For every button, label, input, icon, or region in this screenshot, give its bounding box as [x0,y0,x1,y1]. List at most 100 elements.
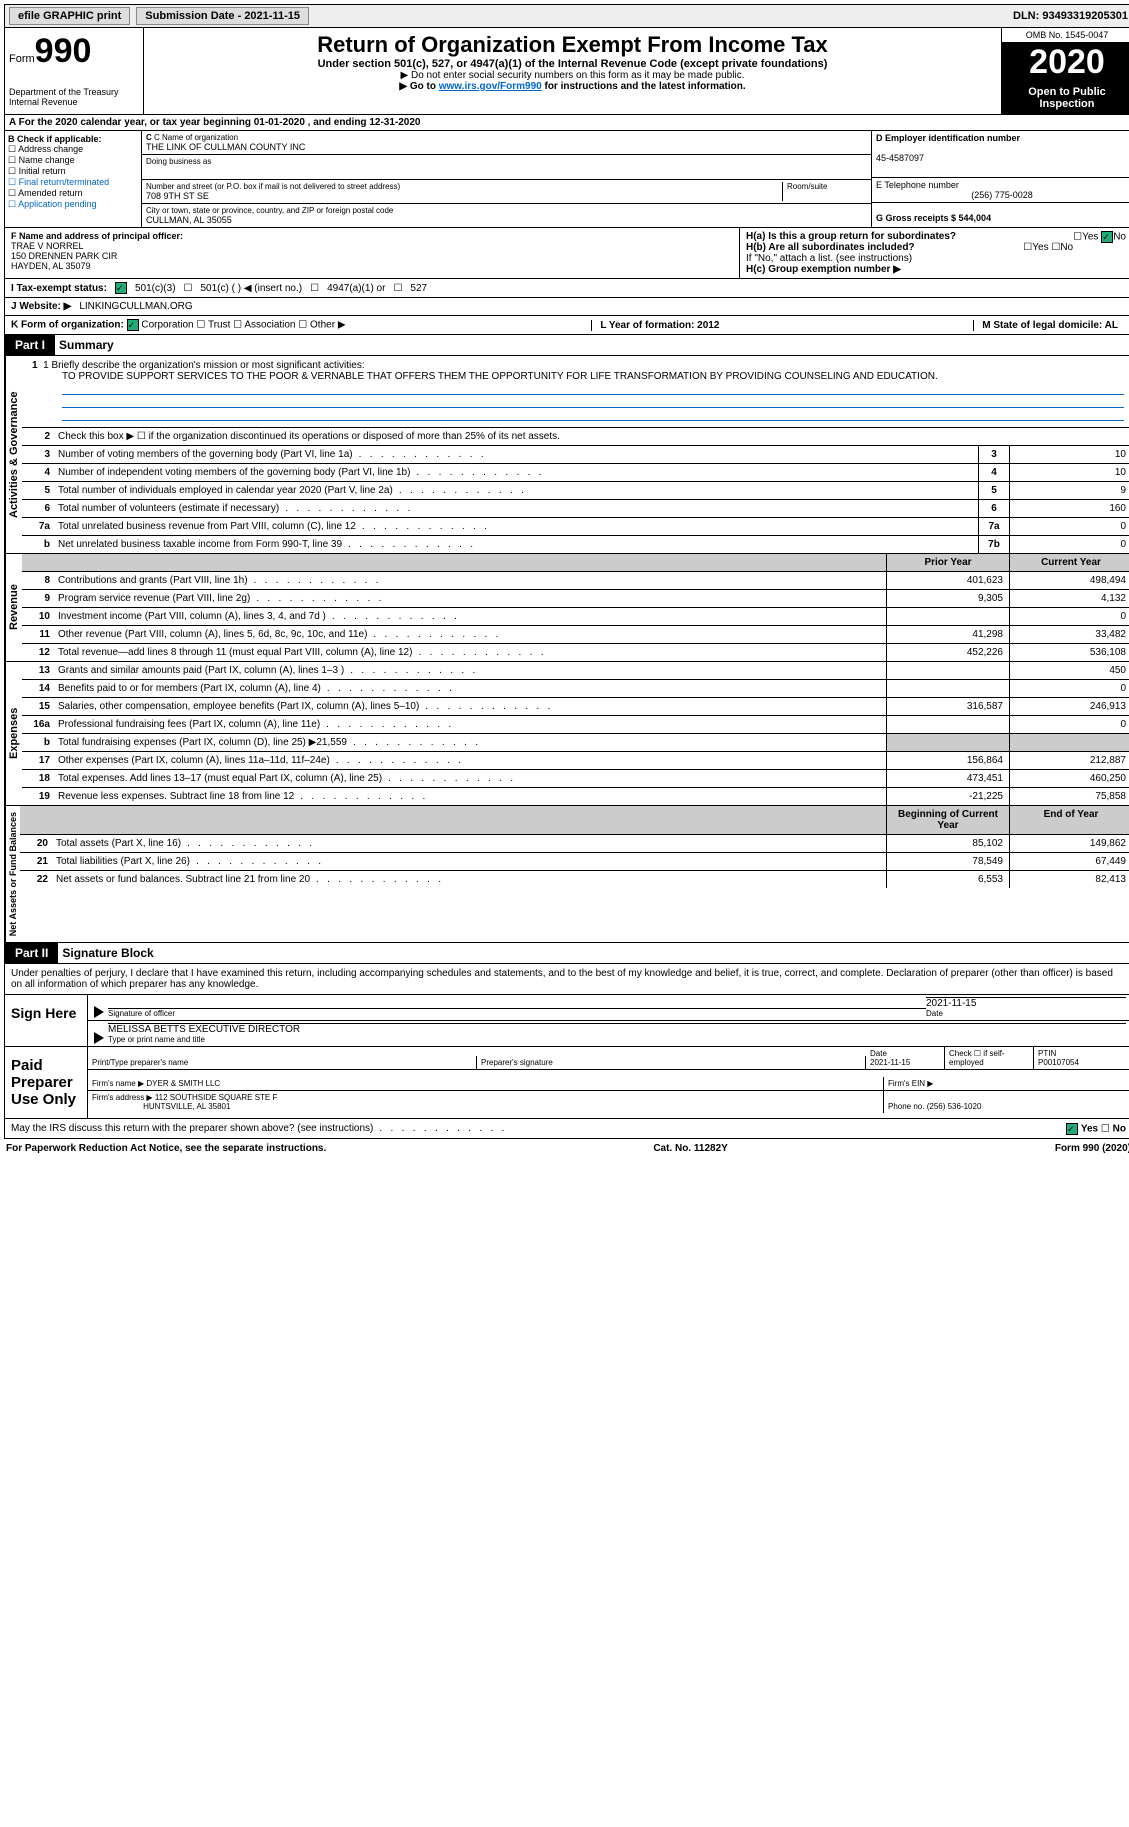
table-row: 20Total assets (Part X, line 16)85,10214… [20,835,1129,853]
section-c-wrap: C C Name of organization THE LINK OF CUL… [142,131,1129,227]
section-h: H(a) Is this a group return for subordin… [739,228,1129,278]
sig-declaration: Under penalties of perjury, I declare th… [5,964,1129,994]
footer-mid: Cat. No. 11282Y [653,1143,727,1154]
chk-initial[interactable]: ☐ Initial return [8,166,138,177]
submission-date-button[interactable]: Submission Date - 2021-11-15 [136,7,309,25]
org-name: THE LINK OF CULLMAN COUNTY INC [146,142,867,152]
dln-label: DLN: 93493319205301 [1013,10,1128,22]
part1-tag: Part I [5,335,55,355]
table-row: 12Total revenue—add lines 8 through 11 (… [22,644,1129,661]
table-row: 13Grants and similar amounts paid (Part … [22,662,1129,680]
form-prefix: Form [9,53,35,65]
table-row: 4Number of independent voting members of… [22,464,1129,482]
table-row: 7aTotal unrelated business revenue from … [22,518,1129,536]
table-row: 21Total liabilities (Part X, line 26)78,… [20,853,1129,871]
website-row: J Website: ▶ LINKINGCULLMAN.ORG [4,298,1129,316]
chk-501c3[interactable] [115,282,127,294]
mission-text: TO PROVIDE SUPPORT SERVICES TO THE POOR … [62,371,1124,382]
net-header: Beginning of Current Year End of Year [20,806,1129,835]
table-row: 2Check this box ▶ ☐ if the organization … [22,428,1129,446]
chk-corp[interactable] [127,319,139,331]
top-bar: efile GRAPHIC print Submission Date - 20… [4,4,1129,28]
sign-here-grid: Sign Here Signature of officer 2021-11-1… [5,994,1129,1046]
org-name-cell: C C Name of organization THE LINK OF CUL… [142,131,871,155]
table-row: 18Total expenses. Add lines 13–17 (must … [22,770,1129,788]
dba-cell: Doing business as [142,155,871,180]
revenue-block: Revenue Prior Year Current Year 8Contrib… [4,554,1129,662]
paid-preparer-grid: Paid Preparer Use Only Print/Type prepar… [5,1046,1129,1118]
chk-address[interactable]: ☐ Address change [8,144,138,155]
vlabel-netassets: Net Assets or Fund Balances [5,806,20,942]
chk-pending[interactable]: ☐ Application pending [8,199,138,210]
street-address: 708 9TH ST SE [146,191,782,201]
netassets-block: Net Assets or Fund Balances Beginning of… [4,806,1129,943]
form-subtitle: Under section 501(c), 527, or 4947(a)(1)… [154,58,991,70]
part1-title: Summary [59,338,114,352]
section-b-label: B Check if applicable: [8,134,102,144]
sign-here-label: Sign Here [5,995,88,1046]
page-footer: For Paperwork Reduction Act Notice, see … [4,1139,1129,1158]
city-state-zip: CULLMAN, AL 35055 [146,215,867,225]
arrow-icon [94,1006,104,1018]
entity-grid: B Check if applicable: ☐ Address change … [4,131,1129,228]
paid-prep-label: Paid Preparer Use Only [5,1047,88,1118]
table-row: 3Number of voting members of the governi… [22,446,1129,464]
vlabel-governance: Activities & Governance [5,356,22,553]
table-row: 5Total number of individuals employed in… [22,482,1129,500]
arrow-icon [94,1032,104,1044]
table-row: 19Revenue less expenses. Subtract line 1… [22,788,1129,805]
chk-final[interactable]: ☐ Final return/terminated [8,177,138,188]
part1-bar: Part I Summary [4,335,1129,356]
part2-title: Signature Block [62,946,153,960]
header-right: OMB No. 1545-0047 2020 Open to Public In… [1001,28,1129,114]
dept-treasury: Department of the Treasury Internal Reve… [9,87,139,107]
section-b: B Check if applicable: ☐ Address change … [5,131,142,227]
header-left: Form990 Department of the Treasury Inter… [5,28,144,114]
section-e: E Telephone number (256) 775-0028 [872,178,1129,203]
signature-section: Under penalties of perjury, I declare th… [4,964,1129,1139]
table-row: 14Benefits paid to or for members (Part … [22,680,1129,698]
chk-name[interactable]: ☐ Name change [8,155,138,166]
discuss-row: May the IRS discuss this return with the… [5,1118,1129,1138]
discuss-yes[interactable] [1066,1123,1078,1135]
period-row: A For the 2020 calendar year, or tax yea… [4,115,1129,131]
form-note-1: ▶ Do not enter social security numbers o… [154,70,991,81]
city-cell: City or town, state or province, country… [142,204,871,227]
vlabel-revenue: Revenue [5,554,22,661]
table-row: 11Other revenue (Part VIII, column (A), … [22,626,1129,644]
k-row: K Form of organization: Corporation ☐ Tr… [4,316,1129,335]
table-row: 22Net assets or fund balances. Subtract … [20,871,1129,888]
table-row: 16aProfessional fundraising fees (Part I… [22,716,1129,734]
ha-no-check[interactable] [1101,231,1113,243]
table-row: 8Contributions and grants (Part VIII, li… [22,572,1129,590]
section-g: G Gross receipts $ 544,004 [872,203,1129,225]
open-public: Open to Public Inspection [1002,82,1129,114]
footer-right: Form 990 (2020) [1055,1143,1129,1154]
part2-bar: Part II Signature Block [4,943,1129,964]
form-note-2: ▶ Go to www.irs.gov/Form990 for instruct… [154,81,991,92]
tax-year: 2020 [1002,43,1129,82]
table-row: 6Total number of volunteers (estimate if… [22,500,1129,518]
section-f-h: F Name and address of principal officer:… [4,228,1129,279]
form-number: 990 [35,32,92,70]
right-col: D Employer identification number 45-4587… [871,131,1129,227]
efile-button[interactable]: efile GRAPHIC print [9,7,130,25]
table-row: 15Salaries, other compensation, employee… [22,698,1129,716]
table-row: 9Program service revenue (Part VIII, lin… [22,590,1129,608]
form-header: Form990 Department of the Treasury Inter… [4,28,1129,115]
chk-amended[interactable]: ☐ Amended return [8,188,138,199]
irs-link[interactable]: www.irs.gov/Form990 [439,81,542,92]
expenses-block: Expenses 13Grants and similar amounts pa… [4,662,1129,806]
ein: 45-4587097 [876,153,924,163]
section-f: F Name and address of principal officer:… [5,228,739,278]
form-title: Return of Organization Exempt From Incom… [154,32,991,58]
rev-header: Prior Year Current Year [22,554,1129,572]
table-row: 17Other expenses (Part IX, column (A), l… [22,752,1129,770]
officer-name: MELISSA BETTS EXECUTIVE DIRECTOR [108,1024,1126,1035]
address-cell: Number and street (or P.O. box if mail i… [142,180,871,204]
header-middle: Return of Organization Exempt From Incom… [144,28,1001,114]
part2-tag: Part II [5,943,58,963]
vlabel-expenses: Expenses [5,662,22,805]
table-row: bTotal fundraising expenses (Part IX, co… [22,734,1129,752]
mission-block: 1 1 Briefly describe the organization's … [22,356,1129,428]
